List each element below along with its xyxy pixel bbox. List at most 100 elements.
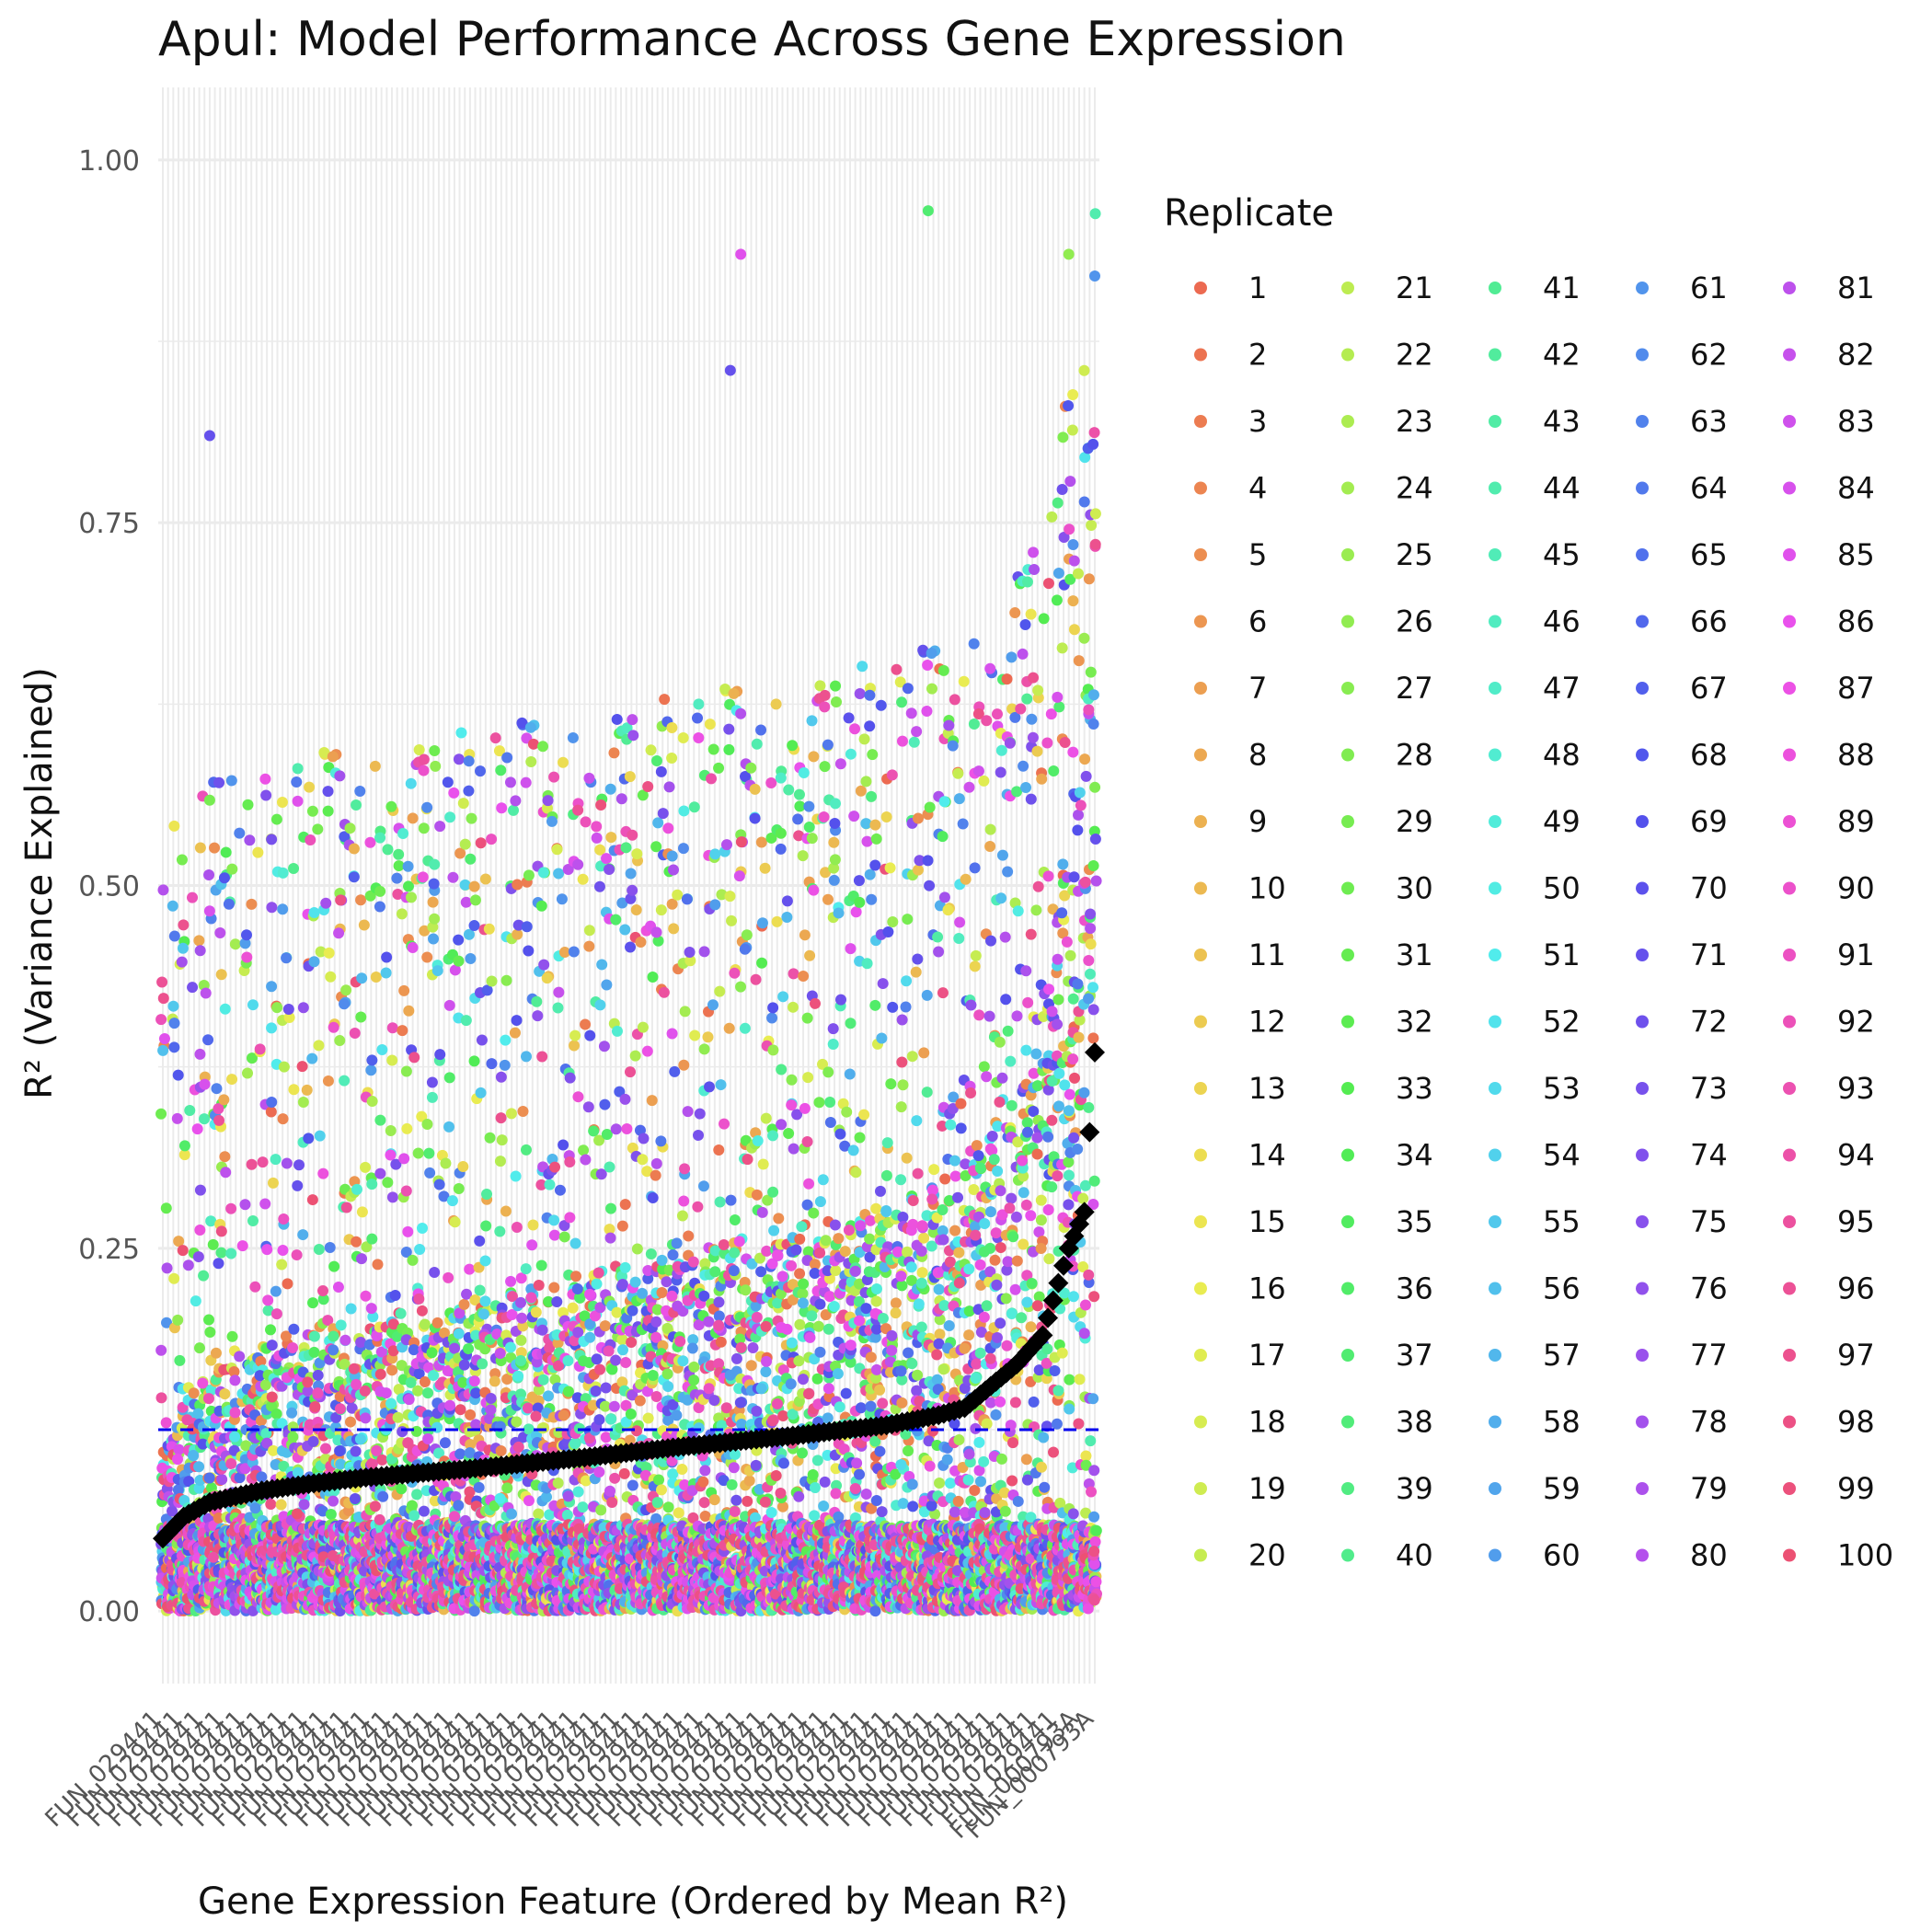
- data-point: [156, 976, 168, 988]
- data-point: [386, 1022, 398, 1034]
- data-point: [354, 786, 366, 798]
- data-point: [261, 1244, 273, 1256]
- data-point: [459, 838, 471, 850]
- data-point: [193, 1342, 205, 1354]
- data-point: [552, 1002, 564, 1014]
- data-point: [512, 879, 523, 891]
- data-point: [426, 1347, 438, 1359]
- data-point: [219, 1151, 231, 1163]
- data-point: [469, 894, 481, 906]
- data-point: [203, 905, 215, 917]
- data-point: [339, 998, 351, 1010]
- data-point: [377, 1490, 389, 1502]
- data-point: [533, 1280, 545, 1292]
- data-point: [412, 1385, 424, 1397]
- data-point: [562, 1490, 574, 1502]
- data-point: [551, 1296, 563, 1308]
- data-point: [500, 1205, 512, 1217]
- data-point: [494, 1225, 506, 1237]
- data-point: [260, 789, 272, 801]
- data-point: [530, 1306, 542, 1318]
- data-point: [292, 763, 304, 775]
- data-point: [427, 896, 439, 908]
- data-point: [564, 1072, 576, 1084]
- data-point: [416, 1305, 428, 1317]
- data-point: [234, 827, 246, 839]
- data-point: [168, 1018, 180, 1029]
- data-point: [407, 942, 419, 954]
- data-point: [465, 1409, 477, 1420]
- data-point: [356, 1206, 368, 1218]
- data-point: [257, 1156, 269, 1168]
- data-point: [501, 752, 513, 764]
- data-point: [312, 1387, 324, 1399]
- data-point: [298, 1499, 310, 1511]
- data-point: [213, 776, 225, 788]
- data-point: [506, 1508, 518, 1520]
- data-point: [548, 1214, 560, 1226]
- data-point: [252, 846, 264, 858]
- data-point: [225, 775, 237, 787]
- data-point: [594, 1363, 606, 1375]
- data-point: [417, 1223, 429, 1235]
- data-point: [246, 898, 258, 910]
- chart-title: Apul: Model Performance Across Gene Expr…: [158, 12, 1346, 67]
- data-point: [312, 1369, 324, 1381]
- data-point: [516, 1312, 528, 1324]
- data-point: [475, 765, 487, 777]
- data-point: [168, 1041, 180, 1053]
- data-point: [371, 1444, 383, 1456]
- data-point: [308, 1346, 320, 1358]
- data-point: [397, 1426, 408, 1438]
- data-point: [556, 893, 568, 905]
- data-point: [374, 885, 386, 897]
- data-point: [265, 1499, 277, 1511]
- data-point: [270, 1408, 282, 1420]
- data-point: [468, 1055, 480, 1067]
- data-point: [524, 721, 536, 733]
- data-point: [218, 1094, 230, 1106]
- data-point: [194, 945, 206, 957]
- data-point: [216, 1474, 228, 1486]
- data-point: [172, 1314, 184, 1326]
- data-point: [548, 771, 560, 783]
- data-point: [496, 802, 508, 814]
- data-point: [356, 1253, 368, 1265]
- data-point: [463, 785, 475, 797]
- data-point: [192, 1251, 204, 1263]
- data-point: [464, 1263, 476, 1275]
- data-point: [522, 1402, 534, 1414]
- data-point: [266, 902, 278, 914]
- data-point: [485, 1392, 497, 1404]
- data-point: [287, 1341, 299, 1353]
- data-point: [374, 1114, 386, 1126]
- data-point: [322, 805, 334, 817]
- data-point: [515, 1354, 527, 1366]
- data-point: [296, 1061, 308, 1073]
- data-point: [177, 942, 189, 954]
- data-point: [515, 1334, 527, 1346]
- data-point: [473, 1481, 485, 1493]
- data-point: [444, 1399, 456, 1411]
- data-point: [157, 884, 169, 896]
- data-point: [278, 1213, 290, 1225]
- data-point: [172, 1454, 184, 1466]
- data-point: [453, 753, 465, 765]
- data-point: [591, 832, 603, 844]
- data-point: [583, 940, 595, 952]
- data-point: [479, 1295, 491, 1307]
- data-point: [457, 798, 469, 810]
- data-point: [374, 1368, 386, 1380]
- data-point: [453, 1182, 465, 1194]
- data-point: [225, 1202, 237, 1214]
- data-point: [182, 1259, 194, 1271]
- data-point: [453, 934, 465, 946]
- data-point: [580, 1018, 592, 1030]
- data-point: [580, 1154, 592, 1166]
- data-point: [376, 1043, 388, 1055]
- data-point: [351, 799, 362, 811]
- data-point: [385, 1149, 397, 1161]
- data-point: [276, 1259, 288, 1271]
- data-point: [424, 1167, 436, 1179]
